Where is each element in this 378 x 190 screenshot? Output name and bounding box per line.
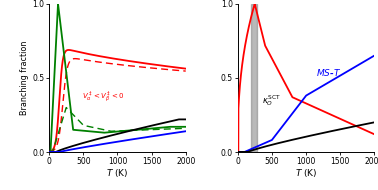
Text: $\kappa_O^{\rm SCT}$: $\kappa_O^{\rm SCT}$ bbox=[262, 93, 280, 108]
Y-axis label: Branching fraction: Branching fraction bbox=[20, 41, 29, 115]
Bar bbox=[251, 4, 257, 152]
Text: $MS$-$T$: $MS$-$T$ bbox=[316, 67, 341, 78]
X-axis label: $T$ (K): $T$ (K) bbox=[295, 167, 317, 179]
Text: $V^\ddagger_\alpha < V^\ddagger_\beta < 0$: $V^\ddagger_\alpha < V^\ddagger_\beta < … bbox=[82, 89, 125, 104]
X-axis label: $T$ (K): $T$ (K) bbox=[106, 167, 129, 179]
